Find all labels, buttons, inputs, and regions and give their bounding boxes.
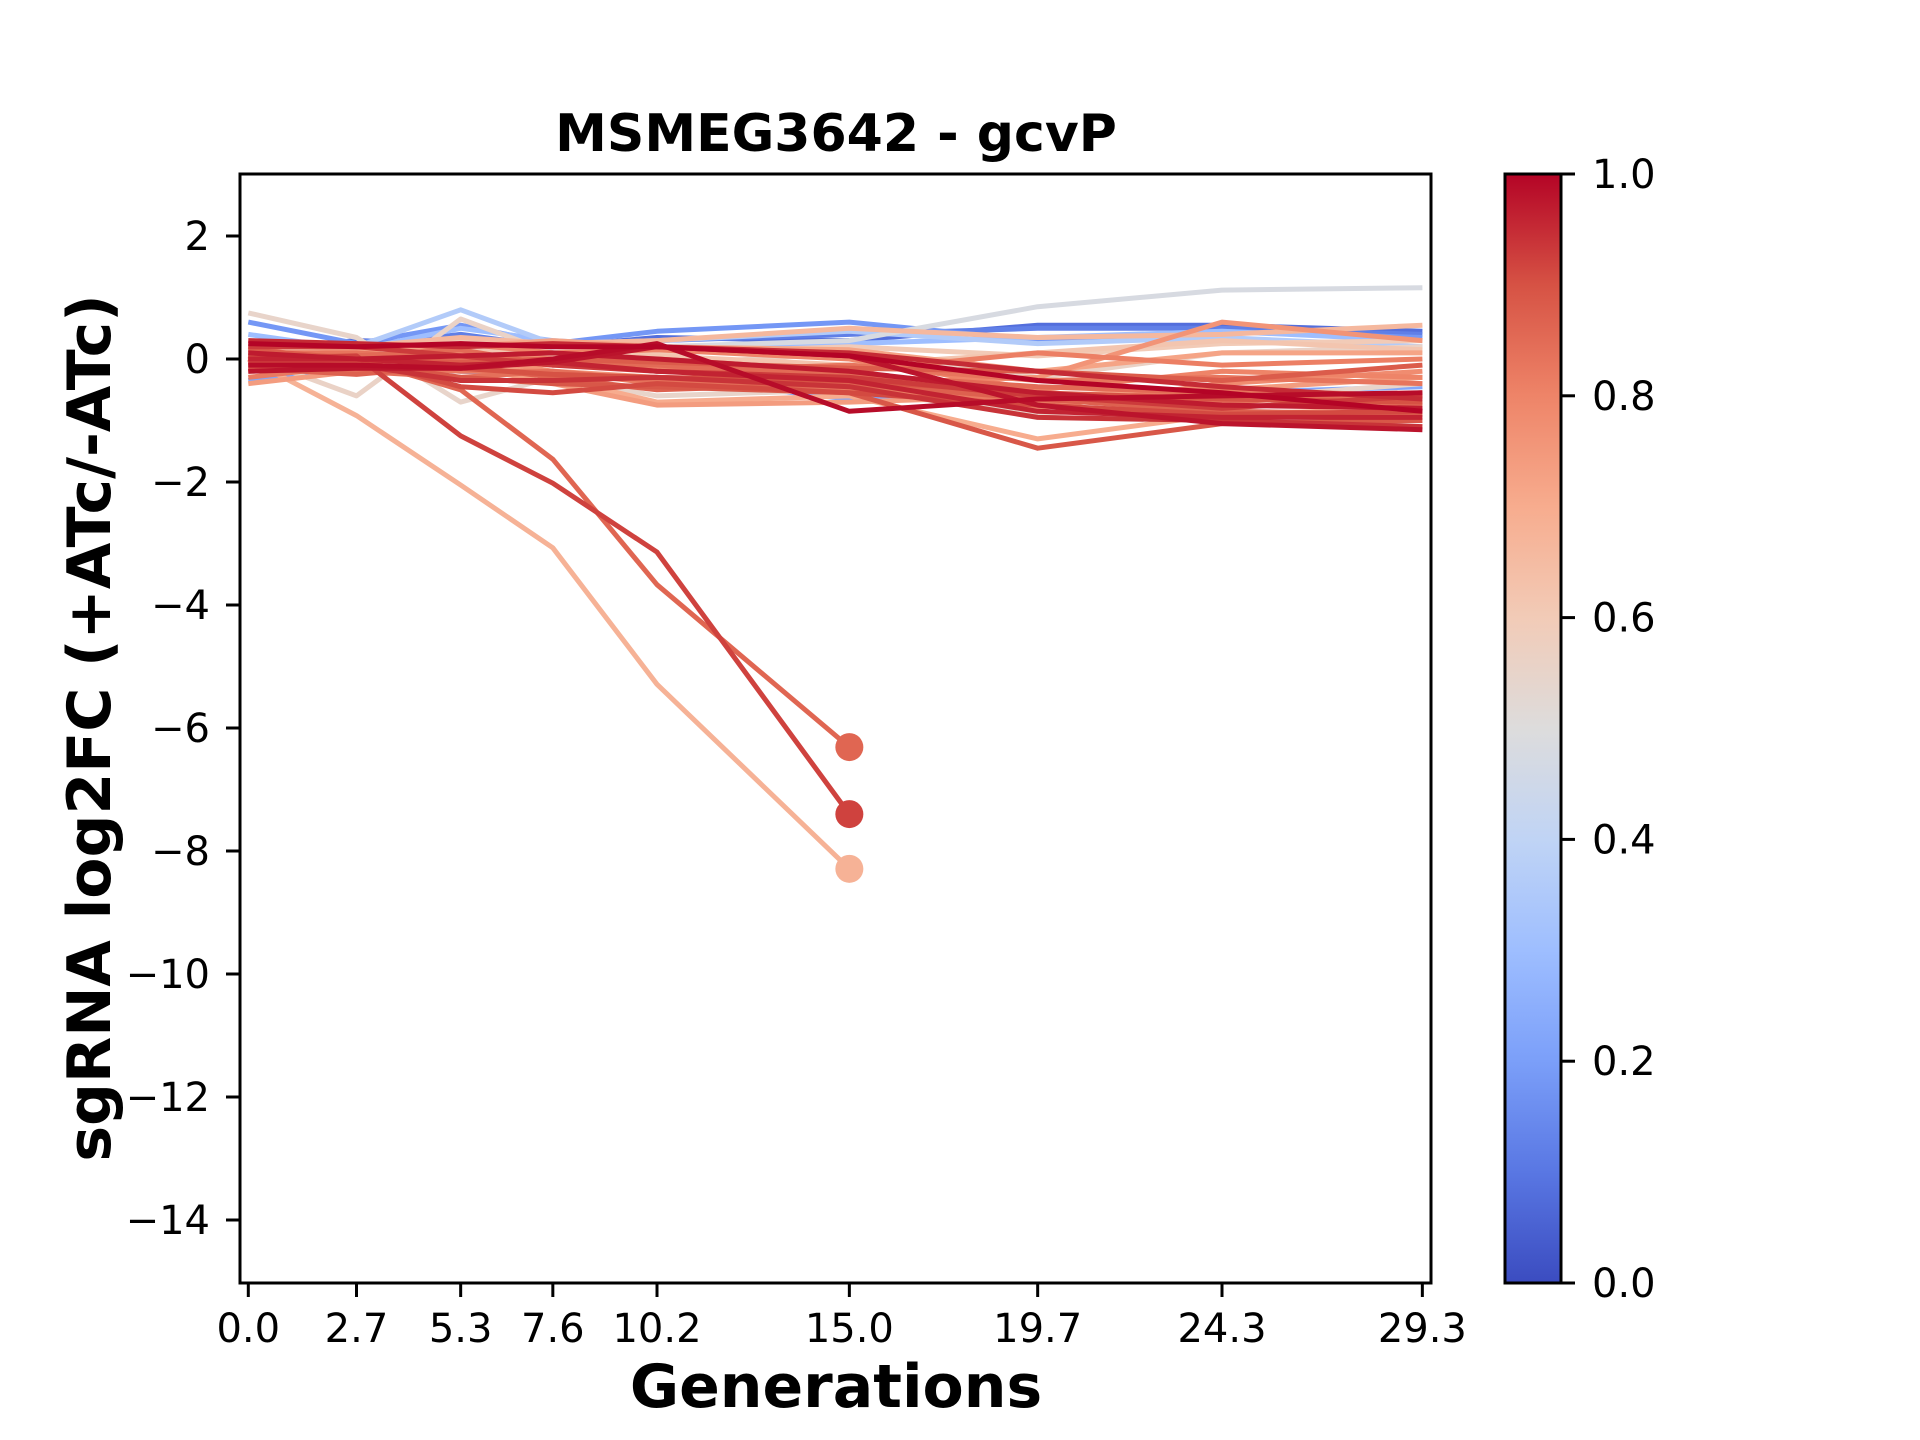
y-tick-label: −2: [151, 460, 210, 506]
x-tick-label: 0.0: [216, 1306, 280, 1352]
endpoint-marker: [835, 854, 864, 883]
series-line: [247, 356, 852, 871]
chart-title: MSMEG3642 - gcvP: [555, 104, 1117, 164]
colorbar-tick-label: 0.8: [1592, 374, 1656, 420]
colorbar-gradient: [1503, 172, 1563, 1285]
endpoint-marker: [835, 733, 864, 762]
colorbar-tick-label: 1.0: [1592, 152, 1656, 198]
series-line: [248, 341, 1423, 414]
colorbar-ticks: 0.0 0.2 0.4 0.6 0.8 1.0: [1561, 152, 1656, 1307]
series-layer: [247, 285, 1423, 871]
x-tick-label: 5.3: [429, 1306, 493, 1352]
series-line: [248, 353, 852, 816]
colorbar-tick-label: 0.4: [1592, 817, 1656, 863]
series-line: [248, 341, 1423, 414]
x-tick-label: 29.3: [1378, 1306, 1467, 1352]
x-axis-label: Generations: [630, 1352, 1042, 1422]
y-tick-label: −4: [151, 583, 210, 629]
x-tick-label: 2.7: [325, 1306, 389, 1352]
x-tick-label: 15.0: [805, 1306, 894, 1352]
colorbar: 0.0 0.2 0.4 0.6 0.8 1.0: [1503, 152, 1656, 1307]
y-tick-label: −8: [151, 829, 210, 875]
x-tick-label: 10.2: [612, 1306, 701, 1352]
y-axis-label: sgRNA log2FC (+ATc/-ATc): [55, 294, 125, 1161]
colorbar-tick-label: 0.2: [1592, 1039, 1656, 1085]
x-tick-label: 7.6: [521, 1306, 585, 1352]
y-tick-label: −14: [126, 1198, 210, 1244]
y-tick-label: −6: [151, 706, 210, 752]
marker-layer: [835, 733, 864, 883]
y-axis: 2 0 −2 −4 −6 −8 −10 −12 −14: [126, 214, 240, 1244]
y-tick-label: −10: [126, 952, 210, 998]
x-tick-label: 24.3: [1177, 1306, 1266, 1352]
colorbar-tick-label: 0.0: [1592, 1261, 1656, 1307]
y-tick-label: 2: [185, 214, 210, 260]
y-tick-label: 0: [185, 337, 210, 383]
x-tick-label: 19.7: [993, 1306, 1082, 1352]
colorbar-tick-label: 0.6: [1592, 596, 1656, 642]
series-line: [248, 350, 1423, 411]
endpoint-marker: [835, 800, 864, 829]
x-axis: 0.0 2.7 5.3 7.6 10.2 15.0 19.7 24.3 29.3: [216, 1283, 1467, 1352]
y-tick-label: −12: [126, 1075, 210, 1121]
